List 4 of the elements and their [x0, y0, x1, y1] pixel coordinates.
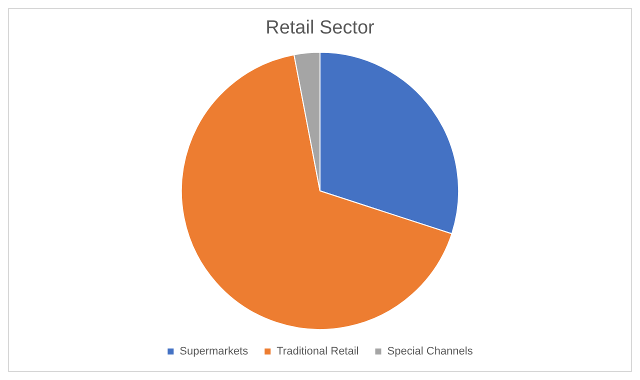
legend-label: Traditional Retail	[276, 346, 359, 358]
chart-title: Retail Sector	[266, 18, 376, 39]
legend-label: Supermarkets	[180, 346, 249, 358]
legend-label: Special Channels	[387, 346, 474, 358]
